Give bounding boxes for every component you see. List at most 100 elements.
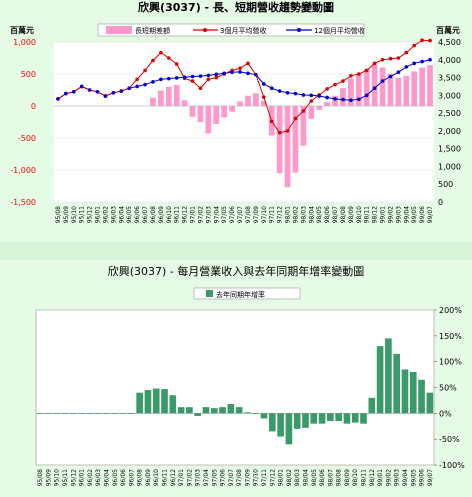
chart1-marker-3m	[309, 99, 314, 103]
chart1-marker-12m	[404, 65, 409, 69]
chart2-x-tick-label: 98/04	[302, 469, 309, 486]
chart1-marker-12m	[349, 98, 353, 103]
chart2-bar	[235, 407, 243, 414]
chart2-bar	[343, 413, 351, 424]
chart1-marker-3m	[135, 77, 139, 82]
chart2-bar	[136, 392, 143, 414]
chart2-bar	[103, 413, 110, 414]
chart2-x-tick-label: 97/11	[261, 469, 268, 486]
chart1-marker-12m	[95, 89, 100, 94]
chart2-x-tick-label: 96/03	[95, 469, 102, 486]
chart1-marker-12m	[222, 71, 227, 76]
chart1-x-tick-label: 99/06	[419, 206, 426, 223]
chart1-x-tick-label: 97/02	[197, 206, 204, 223]
chart1-x-tick-label: 98/08	[340, 206, 347, 223]
chart1-marker-12m	[396, 70, 401, 75]
chart1-legend: 長短期差額 3個月平均營收 12個月平均營收	[97, 23, 365, 37]
chart1-marker-3m	[159, 50, 163, 55]
chart1-bar	[205, 106, 212, 134]
chart2-bar	[351, 413, 359, 423]
chart1-x-ticks: 95/08 95/09 95/10 95/11 95/12 96/01 96/02 96/03…	[55, 206, 434, 223]
chart2-bar	[69, 413, 77, 414]
chart1-right-tick-label: 2,500	[438, 109, 461, 118]
chart1-x-tick-label: 96/04	[118, 206, 125, 223]
chart1-x-tick-label: 96/01	[95, 206, 102, 223]
chart1-x-tick-label: 95/08	[55, 206, 62, 223]
chart1-marker-3m	[380, 57, 385, 62]
chart1-marker-12m	[428, 57, 432, 62]
chart2-x-tick-label: 96/07	[128, 469, 135, 486]
chart1-marker-12m	[103, 94, 108, 98]
chart2-x-tick-label: 99/04	[402, 469, 409, 486]
chart1-bar	[419, 67, 425, 106]
chart1-left-tick-label: -1,000	[10, 166, 36, 175]
legend-line12-label: 12個月平均營收	[314, 26, 365, 35]
chart1-marker-12m	[356, 97, 361, 102]
chart1-marker-3m	[325, 87, 329, 91]
chart1-x-tick-label: 98/12	[372, 206, 379, 223]
chart1-marker-12m	[269, 86, 274, 91]
chart1-bar	[348, 78, 354, 106]
chart1-marker-12m	[198, 74, 203, 78]
chart1-marker-12m	[87, 88, 92, 92]
chart2-bar	[53, 413, 61, 414]
chart1-marker-12m	[79, 84, 84, 89]
chart1-marker-12m	[151, 80, 155, 84]
chart1-bar	[316, 106, 323, 110]
chart2-bar	[426, 392, 434, 414]
chart1-bar	[379, 67, 386, 106]
chart2-x-tick-label: 98/12	[369, 469, 376, 486]
chart1-marker-3m	[349, 73, 353, 78]
chart1-marker-12m	[364, 93, 369, 98]
chart2-x-tick-label: 98/11	[361, 469, 368, 486]
chart1-bar	[363, 68, 370, 106]
chart1-right-tick-label: 1,000	[438, 162, 461, 171]
chart1-right-tick-label: 0	[438, 198, 443, 207]
chart1-bar	[213, 106, 220, 124]
chart1-x-tick-label: 96/05	[126, 206, 133, 223]
chart1-bar	[355, 74, 362, 106]
chart1-bar	[221, 106, 228, 118]
chart1-bar	[292, 106, 299, 173]
chart1-bar	[189, 106, 196, 117]
chart2-x-tick-label: 98/08	[336, 469, 343, 486]
chart2-bars	[36, 338, 434, 445]
chart2-right-tick-label: 200%	[439, 306, 462, 315]
chart2-bar	[401, 369, 409, 414]
chart2-bar	[61, 413, 69, 414]
chart1-x-tick-label: 98/02	[292, 206, 299, 223]
chart2-x-tick-label: 99/06	[419, 469, 426, 486]
chart1-marker-12m	[174, 76, 179, 80]
chart1-bar	[229, 106, 235, 112]
chart1-marker-12m	[285, 91, 290, 95]
chart1-x-tick-label: 96/03	[110, 206, 117, 223]
chart1-bar	[324, 102, 330, 106]
chart1-marker-3m	[214, 75, 219, 80]
chart1-left-tick-label: 500	[21, 70, 36, 79]
chart2-bar	[302, 413, 309, 428]
section-separator	[0, 242, 472, 260]
chart2-x-tick-label: 95/11	[62, 469, 69, 486]
chart1-x-tick-label: 99/03	[395, 206, 402, 223]
chart1-x-tick-label: 99/02	[387, 206, 394, 223]
chart1-marker-12m	[388, 74, 393, 79]
chart2-bar	[94, 413, 102, 414]
chart1-x-tick-label: 96/08	[150, 206, 157, 223]
chart2-bar	[285, 413, 293, 445]
chart1-title: 欣興(3037) - 長、短期營收趨勢變動圖	[138, 0, 334, 14]
chart2-bar	[128, 413, 135, 414]
chart1-x-tick-label: 98/01	[285, 206, 292, 223]
chart1-right-tick-label: 2,000	[438, 127, 461, 136]
chart1-x-tick-label: 97/05	[221, 206, 228, 223]
chart1-x-tick-label: 99/04	[403, 206, 410, 223]
chart1-marker-12m	[111, 91, 116, 95]
chart1-left-tick-label: -1,500	[10, 198, 36, 207]
chart1-marker-12m	[261, 82, 266, 86]
chart1-bar	[253, 93, 259, 106]
chart2-right-tick-label: 150%	[439, 332, 462, 341]
chart1-marker-12m	[277, 89, 282, 93]
chart1-x-tick-label: 97/04	[213, 206, 220, 223]
chart2-bar	[360, 413, 367, 424]
chart2-legend: 去年同期年增率	[193, 287, 301, 300]
